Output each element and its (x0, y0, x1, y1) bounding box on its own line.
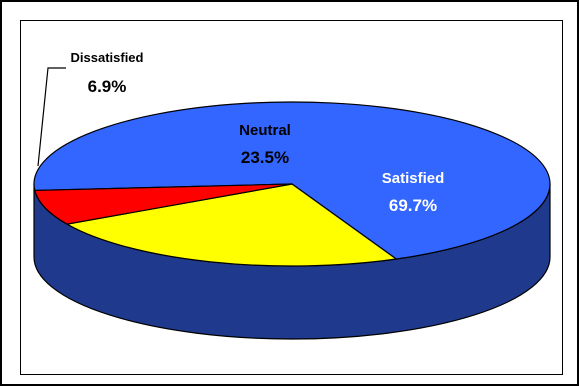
label-satisfied-name: Satisfied (382, 170, 445, 187)
pie-slice-satisfied (33, 101, 551, 260)
label-neutral-name: Neutral (239, 122, 291, 139)
label-dissatisfied-value: 6.9% (88, 77, 127, 96)
label-neutral-value: 23.5% (241, 148, 289, 167)
label-dissatisfied-name: Dissatisfied (71, 50, 144, 65)
dissatisfied-leader-line (37, 67, 66, 167)
label-satisfied-value: 69.7% (389, 196, 437, 215)
pie-slice-neutral (65, 183, 398, 267)
pie-slice-dissatisfied (34, 183, 293, 225)
